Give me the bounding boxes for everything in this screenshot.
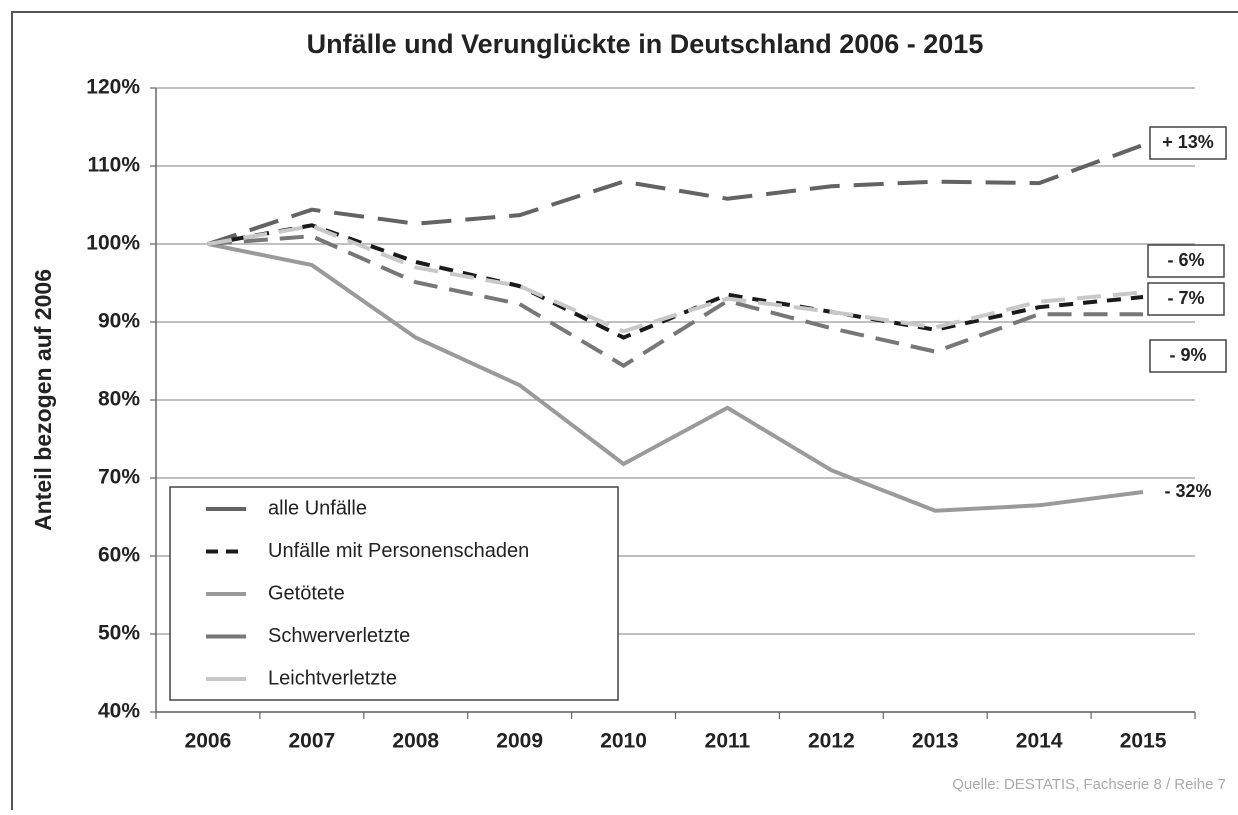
y-tick-label: 40% [98,700,140,723]
x-tick-label: 2013 [912,730,959,753]
y-tick-label: 80% [98,388,140,411]
legend-label: Getötete [268,582,345,604]
legend-label: Unfälle mit Personenschaden [268,540,529,562]
annotation: - 6% [1167,250,1204,270]
x-tick-label: 2009 [496,730,543,753]
series-line [207,143,1144,246]
y-tick-label: 110% [87,154,140,177]
x-tick-label: 2014 [1016,730,1063,753]
y-axis-label: Anteil bezogen auf 2006 [30,269,56,531]
y-tick-label: 50% [98,622,140,645]
legend-label: Schwerverletzte [268,625,410,647]
x-tick-label: 2007 [288,730,335,753]
x-tick-label: 2008 [392,730,439,753]
annotation-box [1149,339,1227,373]
annotation: - 32% [1164,481,1211,501]
y-tick-label: 90% [98,310,140,333]
y-tick-label: 100% [86,232,140,255]
series-line [207,223,1144,334]
annotation-box [1147,282,1225,316]
y-tick-label: 120% [86,76,140,99]
x-tick-label: 2015 [1120,730,1167,753]
legend-label: Leichtverletzte [268,667,397,689]
chart-title: Unfälle und Verunglückte in Deutschland … [307,29,984,59]
legend-label: alle Unfälle [268,497,367,519]
y-tick-label: 60% [98,544,140,567]
annotation: - 9% [1169,345,1206,365]
y-tick-label: 70% [98,466,140,489]
x-tick-label: 2006 [185,730,232,753]
annotation: + 13% [1162,132,1214,152]
x-tick-label: 2012 [808,730,855,753]
source: Quelle: DESTATIS, Fachserie 8 / Reihe 7 [952,776,1226,793]
series-line [207,234,1144,369]
x-tick-label: 2011 [705,730,751,753]
annotation: - 7% [1167,288,1204,308]
frame [11,11,1238,810]
series-line [207,242,1144,513]
annotation-box [1147,244,1225,278]
x-tick-label: 2010 [600,730,647,753]
annotation-box [1149,126,1227,160]
